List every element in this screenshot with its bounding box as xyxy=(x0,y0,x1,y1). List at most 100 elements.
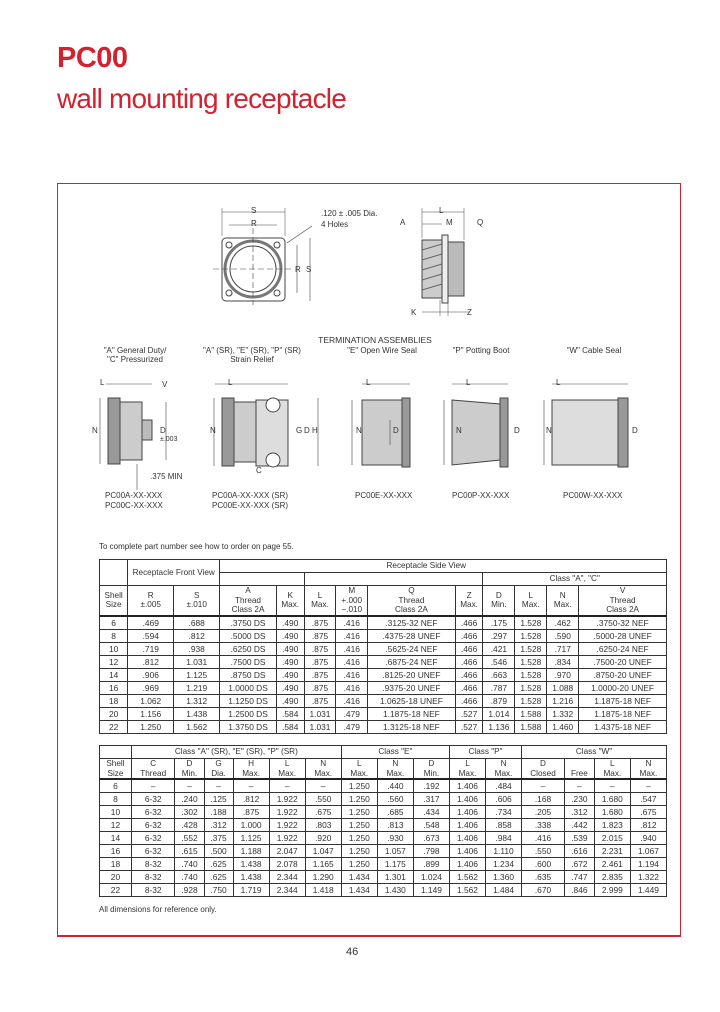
table-cell: 1.0000-20 UNEF xyxy=(578,680,667,695)
table-cell: 1.406 xyxy=(448,778,487,793)
table-cell: .312 xyxy=(563,805,595,819)
dim-l-label: L xyxy=(439,206,444,215)
table-cell: 1.438 xyxy=(232,870,270,884)
shell-size-cell: 6 xyxy=(98,615,129,630)
table-cell: .560 xyxy=(376,792,414,806)
column-header-line: Max. xyxy=(458,768,477,778)
table-cell: 2.015 xyxy=(593,831,631,845)
table-cell: .9375-20 UNEF xyxy=(367,680,456,695)
shell-size-cell: 8 xyxy=(98,628,129,643)
group-class-e: Class "E" xyxy=(340,745,450,759)
table-cell: .490 xyxy=(275,693,305,708)
table-cell: 1.031 xyxy=(303,719,337,734)
table-cell: 1.406 xyxy=(448,792,487,806)
table-row: 16 6-32.615.500 1.188 2.047 1.047 1.250 1.057.… xyxy=(99,844,668,858)
shell-size-cell: 12 xyxy=(99,818,132,832)
table-cell: 1.322 xyxy=(629,870,668,884)
table-cell: .8750 DS xyxy=(219,667,277,682)
shell-size-cell: 14 xyxy=(98,667,129,682)
column-header-line: Max. xyxy=(639,768,658,778)
table-cell: 1.430 xyxy=(376,883,414,897)
table-cell: .462 xyxy=(546,615,580,630)
column-header-line: Q xyxy=(408,586,415,595)
assembly-heading: "P" Potting Boot xyxy=(452,346,510,355)
table-cell: 1.460 xyxy=(546,719,580,734)
table-cell: 1.922 xyxy=(268,831,306,845)
table-cell: .970 xyxy=(546,667,580,682)
table-cell: .527 xyxy=(454,706,484,721)
table-cell: .548 xyxy=(412,818,450,832)
dim-label: D xyxy=(160,426,166,435)
table-cell: .747 xyxy=(563,870,595,884)
table-cell: 2.461 xyxy=(593,857,631,871)
table-cell: 1.125 xyxy=(173,667,221,682)
column-header: L Max. xyxy=(593,758,631,780)
column-header-line: −.010 xyxy=(341,605,363,614)
table-cell: 1.434 xyxy=(340,870,378,884)
table-cell: 1.301 xyxy=(376,870,414,884)
table-cell: .584 xyxy=(275,719,305,734)
table-cell: .3750-32 NEF xyxy=(578,615,667,630)
table-row: 20 1.156 1.438 1.2500 DS .584 1.031.479 1.1875… xyxy=(98,706,667,721)
column-header-line: Max. xyxy=(350,768,369,778)
column-header: H Max. xyxy=(232,758,270,780)
table-cell: .302 xyxy=(174,805,205,819)
table-row: 16.969 1.219 1.0000 DS .490.875.416.9375-20… xyxy=(98,680,667,695)
table-cell: .552 xyxy=(174,831,205,845)
column-header: L Max. xyxy=(514,585,548,617)
table-cell: 1.406 xyxy=(448,805,487,819)
table-cell: .875 xyxy=(303,667,337,682)
table-cell: .928 xyxy=(174,883,205,897)
column-header-line: Size xyxy=(105,600,122,610)
table-cell: 2.231 xyxy=(593,844,631,858)
table-cell: 1.438 xyxy=(173,706,221,721)
table-cell: .3750 DS xyxy=(219,615,277,630)
table-cell: .175 xyxy=(482,615,516,630)
dim-label: .375 MIN xyxy=(150,472,183,481)
table-row: 12 6-32.428.312 1.000 1.922.803 1.250.813.54… xyxy=(99,818,668,832)
table-cell: .188 xyxy=(203,805,234,819)
table-cell: .317 xyxy=(412,792,450,806)
table-cell: 1.680 xyxy=(593,792,631,806)
table-cell: 1.088 xyxy=(546,680,580,695)
assembly-heading: "E" Open Wire Seal xyxy=(347,346,417,355)
table-cell: 1.250 xyxy=(340,857,378,871)
table-cell: 1.188 xyxy=(232,844,270,858)
column-header-line: D xyxy=(186,759,193,768)
table-cell: 1.290 xyxy=(304,870,342,884)
assembly-heading: "A" (SR), "E" (SR), "P" (SR) xyxy=(203,346,301,355)
assembly-drawing-strain-relief xyxy=(213,383,319,468)
column-header-line: Thread xyxy=(398,595,425,605)
table-cell: 1.250 xyxy=(340,831,378,845)
table-cell: 2.047 xyxy=(268,844,306,858)
table-cell: .527 xyxy=(454,719,484,734)
table-cell: .416 xyxy=(335,641,369,656)
assembly-heading: "W" Cable Seal xyxy=(566,346,622,355)
column-header: D Closed xyxy=(521,758,565,780)
table-cell: .484 xyxy=(485,778,523,793)
table-cell: 1.250 xyxy=(127,719,175,734)
column-header-line: N xyxy=(392,759,399,768)
table-row: 20 8-32.740.625 1.438 2.344 1.290 1.434 1.301 1… xyxy=(99,870,668,884)
table-cell: 1.528 xyxy=(514,615,548,630)
shell-size-cell: 20 xyxy=(99,870,132,884)
dim-label: N xyxy=(92,426,98,435)
column-header: N Max. xyxy=(546,585,580,617)
column-header-line: Shell xyxy=(106,759,125,768)
column-header: A Thread Class 2A xyxy=(219,585,277,617)
table-cell: .584 xyxy=(275,706,305,721)
group-side-view: Receptacle Side View xyxy=(219,559,667,573)
table-cell: – xyxy=(593,778,631,793)
dim-r-label: R xyxy=(251,219,257,228)
column-header-line: H xyxy=(248,759,255,768)
table-cell: .940 xyxy=(629,831,668,845)
table-cell: .798 xyxy=(412,844,450,858)
column-header: S ±.010 xyxy=(173,585,221,617)
table-cell: .490 xyxy=(275,628,305,643)
table-cell: 1.312 xyxy=(173,693,221,708)
table-cell: .428 xyxy=(174,818,205,832)
table-row: 6.469.688.3750 DS .490.875.416.3125-32 NE… xyxy=(98,615,667,630)
table-cell: .539 xyxy=(563,831,595,845)
table-cell: 1.484 xyxy=(485,883,523,897)
table-row: 14 6-32.552.375 1.125 1.922.920 1.250.930.67… xyxy=(99,831,668,845)
